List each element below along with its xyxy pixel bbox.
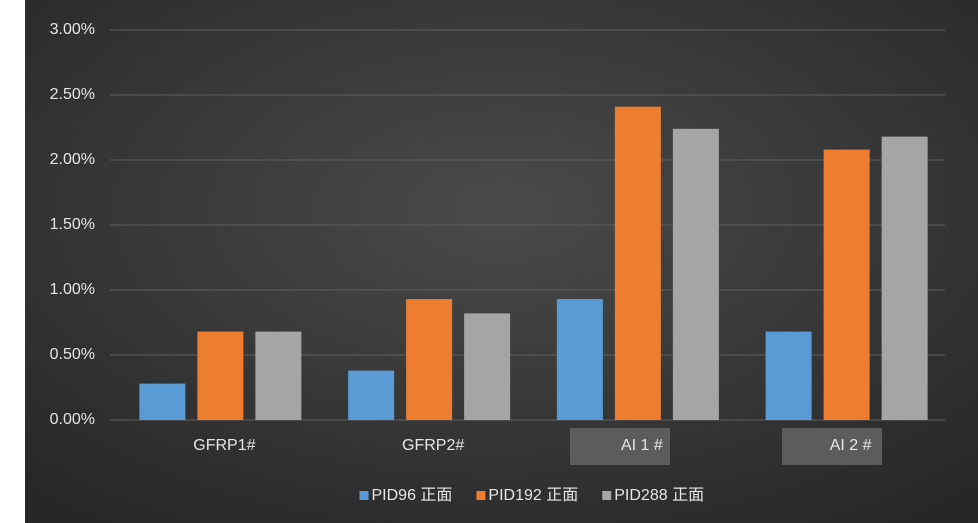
bar: [556, 299, 603, 420]
y-tick-label: 0.00%: [50, 411, 95, 428]
bar: [197, 331, 244, 420]
legend-swatch: [359, 491, 369, 500]
legend-swatch: [602, 491, 612, 500]
y-tick-label: 1.50%: [50, 216, 95, 233]
y-tick-label: 0.50%: [50, 346, 95, 363]
x-tick-label: GFRP1#: [193, 437, 255, 454]
y-tick-label: 1.00%: [50, 281, 95, 298]
bar: [464, 313, 511, 420]
label-box: [782, 428, 882, 465]
label-box: [570, 428, 670, 465]
bar: [406, 299, 453, 420]
bar: [672, 128, 719, 421]
legend-swatch: [476, 491, 486, 500]
bar: [765, 331, 812, 420]
bar: [881, 136, 928, 420]
x-tick-label: AI 1 #: [621, 437, 663, 454]
x-tick-label: AI 2 #: [830, 437, 872, 454]
y-tick-label: 2.50%: [50, 86, 95, 103]
bar: [139, 383, 186, 420]
legend-label: PID96 正面: [372, 487, 453, 504]
x-tick-label: GFRP2#: [402, 437, 464, 454]
bar: [823, 149, 870, 420]
bar: [255, 331, 302, 420]
y-tick-label: 3.00%: [50, 21, 95, 38]
y-tick-label: 2.00%: [50, 151, 95, 168]
bar: [614, 106, 661, 420]
bar: [348, 370, 395, 420]
legend-label: PID288 正面: [614, 487, 704, 504]
legend-label: PID192 正面: [488, 487, 578, 504]
